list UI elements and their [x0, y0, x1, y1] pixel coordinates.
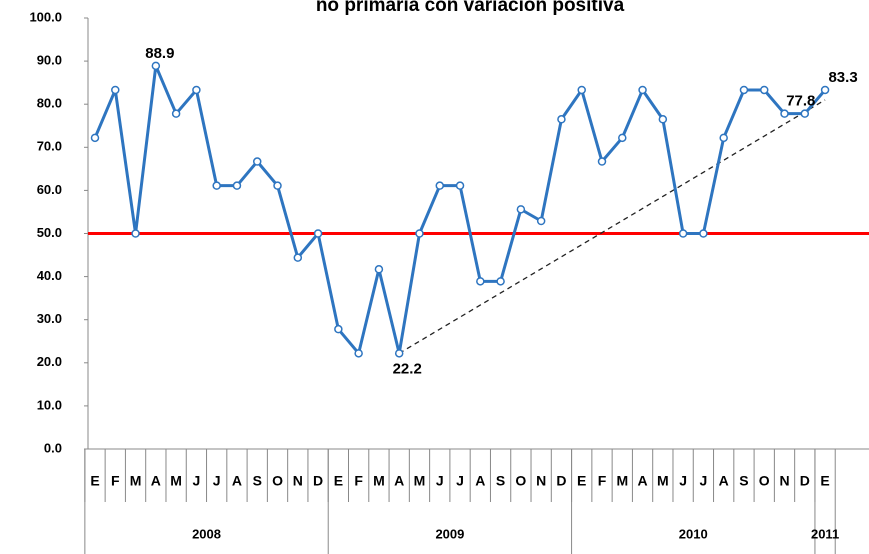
point: [516, 205, 526, 214]
x-tick-label: M: [616, 473, 628, 489]
point: [739, 85, 749, 95]
y-tick-label: 60.0: [37, 182, 62, 197]
point: [455, 181, 465, 190]
x-tick-label: D: [313, 473, 323, 489]
group-label: 2011: [811, 526, 839, 541]
trend-line: [398, 99, 826, 354]
y-tick-label: 30.0: [37, 311, 62, 326]
point: [415, 229, 424, 238]
y-tick-label: 10.0: [37, 397, 62, 412]
x-tick-label: A: [232, 473, 242, 489]
point: [394, 349, 404, 358]
x-tick-label: M: [657, 473, 669, 489]
point: [759, 85, 769, 95]
x-tick-label: D: [800, 473, 810, 489]
x-tick-label: A: [719, 473, 729, 489]
point: [374, 265, 384, 274]
x-tick-label: F: [111, 473, 120, 489]
point: [90, 133, 100, 143]
x-tick-label: A: [637, 473, 647, 489]
y-tick-label: 40.0: [37, 268, 62, 283]
x-tick-label: O: [515, 473, 526, 489]
point: [171, 109, 181, 118]
x-tick-label: M: [373, 473, 385, 489]
group-label: 2008: [192, 526, 221, 541]
point: [618, 133, 627, 143]
x-tick-label: S: [253, 473, 262, 489]
point: [131, 229, 140, 238]
point: [293, 253, 303, 262]
point: [800, 109, 810, 118]
y-tick-label: 70.0: [37, 139, 62, 154]
y-tick-label: 50.0: [37, 225, 62, 240]
x-tick-label: J: [679, 473, 687, 489]
data-label: 22.2: [393, 360, 422, 377]
x-tick-label: M: [130, 473, 142, 489]
y-tick-label: 20.0: [37, 354, 62, 369]
point: [638, 85, 647, 95]
point: [354, 349, 363, 358]
x-tick-label: M: [170, 473, 182, 489]
point: [212, 181, 221, 190]
point: [435, 181, 445, 190]
x-tick-label: N: [779, 473, 789, 489]
x-tick-label: F: [354, 473, 363, 489]
x-tick-label: J: [436, 473, 444, 489]
x-tick-label: F: [598, 473, 607, 489]
x-tick-label: S: [739, 473, 748, 489]
x-tick-label: A: [475, 473, 485, 489]
point: [273, 181, 282, 190]
point: [192, 85, 201, 95]
x-tick-label: N: [536, 473, 546, 489]
data-label: 83.3: [828, 69, 857, 86]
point: [577, 85, 586, 95]
point: [557, 115, 566, 124]
data-label: 88.9: [145, 45, 174, 62]
point: [658, 115, 668, 124]
x-tick-label: J: [213, 473, 221, 489]
point: [536, 216, 546, 226]
point: [719, 133, 728, 143]
point: [678, 229, 688, 238]
x-tick-label: E: [577, 473, 586, 489]
point: [780, 109, 789, 118]
x-tick-label: J: [193, 473, 201, 489]
x-tick-label: M: [414, 473, 426, 489]
x-tick-label: N: [293, 473, 303, 489]
point: [313, 229, 323, 238]
point: [476, 277, 485, 286]
point: [252, 157, 262, 166]
x-tick-label: J: [456, 473, 464, 489]
point: [820, 85, 830, 95]
x-tick-label: A: [151, 473, 161, 489]
x-tick-label: A: [394, 473, 404, 489]
y-tick-label: 80.0: [37, 96, 62, 111]
data-label: 77.8: [786, 93, 815, 110]
y-tick-label: 100.0: [29, 9, 62, 24]
y-tick-label: 90.0: [37, 53, 62, 68]
chart-title: no primaria con variación positiva: [316, 0, 625, 16]
group-label: 2010: [679, 526, 708, 541]
y-tick-label: 0.0: [44, 440, 62, 455]
point: [334, 324, 343, 334]
x-tick-label: E: [820, 473, 829, 489]
point: [597, 157, 607, 166]
series-line: [93, 64, 827, 355]
point: [699, 229, 708, 238]
x-tick-label: J: [700, 473, 708, 489]
point: [232, 181, 242, 190]
x-tick-label: O: [759, 473, 770, 489]
point: [111, 85, 120, 95]
point: [496, 277, 505, 286]
group-label: 2009: [435, 526, 464, 541]
x-tick-label: O: [272, 473, 283, 489]
point: [151, 61, 161, 71]
x-tick-label: E: [90, 473, 99, 489]
x-tick-label: S: [496, 473, 505, 489]
x-tick-label: E: [334, 473, 343, 489]
x-tick-label: D: [556, 473, 566, 489]
